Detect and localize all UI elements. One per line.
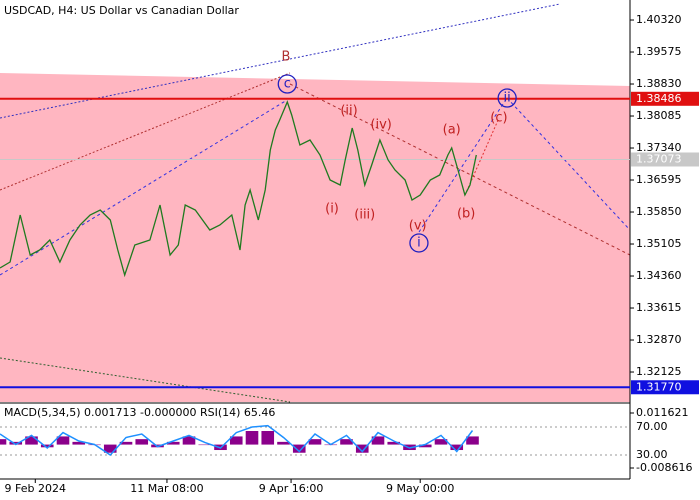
wave-label: (ii) [340, 103, 357, 118]
wave-label: (i) [325, 202, 339, 217]
x-tick-label: 9 Feb 2024 [5, 482, 66, 495]
trend-line [0, 357, 291, 403]
chart-title: USDCAD, H4: US Dollar vs Canadian Dollar [4, 4, 239, 17]
macd-bar [418, 444, 432, 448]
y-tick-label: 1.38830 [636, 77, 682, 90]
wave-line [0, 99, 288, 276]
wave-label: i [417, 235, 421, 250]
macd-bar [292, 444, 306, 453]
indicator-label: MACD(5,34,5) 0.001713 -0.000000 RSI(14) … [4, 406, 275, 419]
x-tick-label: 9 Apr 16:00 [259, 482, 324, 495]
price-level-label: 1.31770 [636, 380, 682, 393]
x-tick-label: 11 Mar 08:00 [130, 482, 203, 495]
macd-bar [371, 436, 385, 445]
y-tick-label: 1.35850 [636, 205, 682, 218]
wave-label: (b) [457, 206, 475, 221]
price-level-box [631, 152, 699, 167]
price-level-box [631, 380, 699, 395]
price-level-label: 1.37073 [636, 152, 682, 165]
macd-bar [245, 430, 259, 445]
wave-line [506, 97, 631, 231]
trend-line [0, 72, 291, 191]
macd-bar [25, 436, 38, 445]
macd-bar [9, 441, 23, 445]
wave-circle [497, 88, 517, 108]
macd-bar [72, 441, 86, 445]
wave-label: ii [504, 91, 511, 106]
wave-label: (iv) [370, 117, 391, 132]
wave-label: c [284, 77, 291, 92]
rsi-line [0, 424, 474, 456]
macd-bar [466, 436, 479, 445]
macd-bar [0, 439, 7, 445]
macd-bar [261, 430, 275, 445]
wave-label: (iii) [354, 207, 375, 222]
x-tick-label: 9 May 00:00 [386, 482, 454, 495]
y-tick-label: 1.38085 [636, 109, 682, 122]
price-level-box [631, 91, 699, 106]
macd-bar [119, 441, 133, 445]
y2-tick-label: 30.00 [636, 448, 668, 461]
wave-label: (a) [443, 123, 461, 138]
macd-bar [387, 441, 401, 445]
wave-circle [409, 233, 429, 253]
y-tick-label: 1.32870 [636, 333, 682, 346]
macd-bar [340, 439, 353, 445]
y2-tick-label: 70.00 [636, 420, 668, 433]
y-tick-label: 1.39575 [636, 45, 682, 58]
wave-label: (v) [409, 218, 427, 233]
y-tick-label: 1.37340 [636, 141, 682, 154]
trend-line [0, 3, 561, 119]
macd-bar [182, 436, 196, 445]
y-tick-label: 1.32125 [636, 365, 682, 378]
macd-bar [434, 439, 448, 445]
macd-bar [229, 436, 243, 445]
macd-bar [277, 441, 290, 445]
macd-bar [40, 444, 54, 448]
y-tick-label: 1.40320 [636, 13, 682, 26]
y-tick-label: 1.33615 [636, 301, 682, 314]
wave-label: (c) [490, 110, 507, 125]
macd-bar [166, 441, 180, 445]
macd-bar [56, 436, 70, 445]
zone [0, 73, 630, 402]
macd-bar [103, 444, 117, 453]
wave-label: B [282, 49, 291, 64]
y-tick-label: 1.34360 [636, 269, 682, 282]
macd-bar [135, 439, 149, 445]
y-tick-label: 1.36595 [636, 173, 682, 186]
y-tick-label: 0.011621 [636, 406, 689, 419]
macd-bar [450, 444, 464, 451]
wave-line [418, 97, 508, 233]
macd-bar [308, 439, 322, 445]
macd-bar [355, 444, 369, 453]
y-tick-label: -0.008616 [636, 461, 692, 474]
macd-bar [198, 444, 212, 446]
price-line [0, 100, 477, 278]
wave-circle [277, 74, 297, 94]
y-tick-label: 1.35105 [636, 237, 682, 250]
price-level-label: 1.38486 [636, 92, 682, 105]
